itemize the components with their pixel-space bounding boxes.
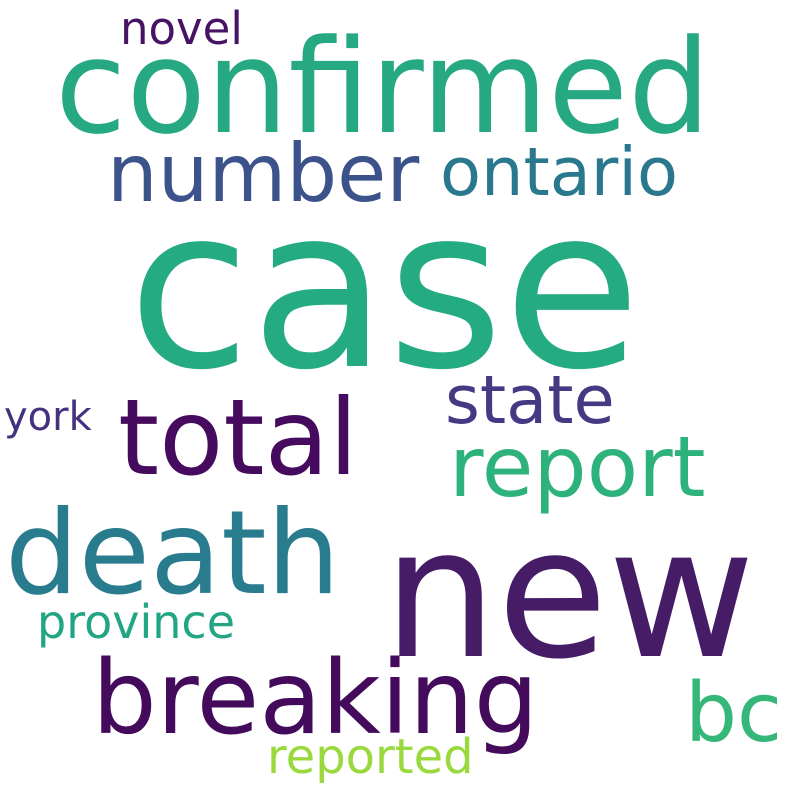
word-york: york	[4, 394, 92, 440]
word-state: state	[445, 361, 615, 439]
word-ontario: ontario	[440, 133, 678, 211]
word-novel: novel	[120, 2, 243, 55]
word-reported: reported	[267, 729, 474, 785]
word-number: number	[107, 127, 420, 220]
word-breaking: breaking	[92, 639, 539, 758]
word-province: province	[37, 595, 235, 649]
word-total: total	[118, 377, 359, 499]
word-new: new	[383, 490, 756, 699]
word-death: death	[5, 486, 341, 621]
word-bc: bc	[685, 666, 783, 761]
word-case: case	[128, 159, 641, 419]
word-report: report	[449, 418, 706, 516]
word-confirmed: confirmed	[55, 11, 711, 163]
